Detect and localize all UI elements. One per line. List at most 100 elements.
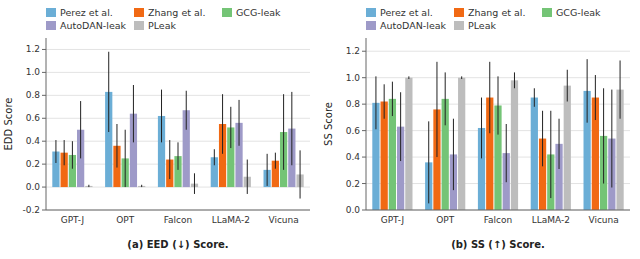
y-tick-label: 0.0: [346, 205, 361, 215]
error-bar: [542, 111, 543, 167]
error-bar: [481, 98, 482, 159]
y-tick-label: 0.2: [26, 159, 40, 169]
bar: [531, 98, 538, 210]
x-tick-label: OPT: [116, 215, 135, 225]
error-bar: [267, 154, 268, 186]
error-bar: [587, 59, 588, 123]
legend: Perez et al.Zhang et al.GCG-leakAutoDAN-…: [46, 7, 281, 31]
error-bar: [498, 76, 499, 134]
y-tick: [42, 210, 46, 211]
y-tick-label: 1.2: [26, 44, 40, 54]
error-bar: [550, 111, 551, 198]
error-bar: [375, 76, 376, 129]
error-bar: [300, 150, 301, 198]
y-tick: [362, 51, 366, 52]
x-tick-label: GPT-J: [61, 215, 84, 225]
y-tick-label: 1.0: [26, 67, 41, 77]
legend-swatch: [134, 8, 144, 17]
bar: [458, 78, 465, 210]
y-tick: [362, 130, 366, 131]
error-bar: [534, 88, 535, 107]
bar: [511, 80, 518, 210]
y-tick-label: 1.0: [346, 73, 361, 83]
x-tick-label: Vicuna: [588, 215, 618, 225]
error-bar: [161, 90, 162, 143]
x-tick-label: OPT: [436, 215, 455, 225]
y-tick-label: 0.6: [346, 126, 361, 136]
legend-swatch: [46, 8, 56, 17]
y-tick-label: 0.4: [346, 152, 361, 162]
error-bar: [186, 91, 187, 130]
legend-swatch: [454, 8, 464, 17]
error-bar: [445, 72, 446, 125]
y-tick-label: -0.2: [22, 205, 40, 215]
x-tick-label: LLaMA-2: [532, 215, 570, 225]
error-bar: [247, 160, 248, 194]
error-bar: [603, 88, 604, 183]
legend-label: PLeak: [148, 20, 177, 31]
error-bar: [461, 76, 462, 79]
error-bar: [194, 173, 195, 194]
y-tick-label: 0.6: [26, 113, 41, 123]
error-bar: [214, 149, 215, 165]
error-bar: [595, 75, 596, 120]
legend-label: PLeak: [468, 20, 497, 31]
error-bar: [489, 62, 490, 133]
error-bar: [141, 185, 142, 187]
x-tick-label: LLaMA-2: [212, 215, 250, 225]
error-bar: [559, 119, 560, 169]
grid-line: [46, 141, 310, 142]
error-bar: [133, 85, 134, 142]
error-bar: [64, 140, 65, 165]
y-label: SS Score: [323, 102, 334, 146]
error-bar: [283, 94, 284, 170]
error-bar: [80, 101, 81, 158]
panel: 0.00.20.40.60.81.01.2GPT-JOPTFalconLLaMA…: [323, 7, 630, 250]
error-bar: [108, 52, 109, 132]
legend-label: AutoDAN-leak: [380, 20, 447, 31]
y-tick: [42, 72, 46, 73]
y-tick-label: 0.0: [26, 182, 41, 192]
error-bar: [620, 60, 621, 118]
error-bar: [436, 62, 437, 157]
error-bar: [275, 153, 276, 169]
error-bar: [72, 141, 73, 169]
y-tick: [362, 183, 366, 184]
y-tick: [42, 164, 46, 165]
x-tick-label: Falcon: [164, 215, 193, 225]
y-tick-label: 1.2: [346, 46, 360, 56]
x-axis: [46, 210, 310, 211]
legend-label: AutoDAN-leak: [60, 20, 127, 31]
legend-swatch: [222, 8, 232, 17]
y-tick-label: 0.8: [26, 90, 41, 100]
legend-label: Zhang et al.: [148, 7, 206, 18]
x-label: (a) EED (↓) Score.: [127, 239, 228, 250]
error-bar: [178, 142, 179, 170]
grid-line: [46, 118, 310, 119]
legend-swatch: [366, 8, 376, 17]
grid-line: [46, 72, 310, 73]
grid-line: [46, 210, 310, 211]
y-tick: [42, 141, 46, 142]
y-label: EDD Score: [3, 98, 14, 151]
marks: [372, 59, 623, 210]
bar: [564, 86, 571, 210]
y-tick-label: 0.4: [26, 136, 41, 146]
legend-swatch: [46, 21, 56, 30]
marks: [52, 52, 303, 199]
grid-line: [366, 210, 630, 211]
legend-label: GCG-leak: [236, 7, 281, 18]
legend-label: GCG-leak: [556, 7, 601, 18]
error-bar: [408, 76, 409, 79]
y-tick: [42, 187, 46, 188]
error-bar: [428, 121, 429, 203]
legend-swatch: [366, 21, 376, 30]
grid-line: [46, 95, 310, 96]
error-bar: [55, 140, 56, 163]
y-axis: [46, 38, 47, 210]
legend-swatch: [134, 21, 144, 30]
error-bar: [384, 84, 385, 118]
error-bar: [88, 185, 89, 187]
grid-line: [46, 49, 310, 50]
legend-label: Perez et al.: [380, 7, 433, 18]
